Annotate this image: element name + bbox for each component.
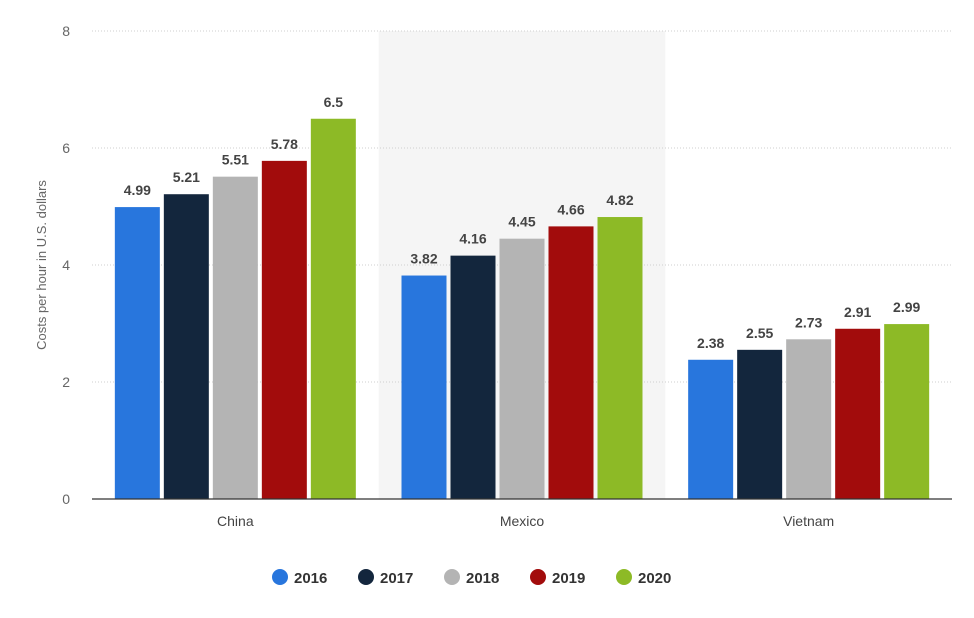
legend-label: 2018 — [466, 570, 499, 587]
legend-marker-icon — [616, 569, 632, 585]
bar-mexico-2016[interactable] — [401, 275, 447, 499]
legend-marker-icon — [444, 569, 460, 585]
legend-marker-icon — [272, 569, 288, 585]
data-label: 4.66 — [557, 201, 584, 217]
legend-item-2019[interactable]: 2019 — [530, 569, 585, 587]
bar-mexico-2017[interactable] — [450, 255, 496, 499]
bar-vietnam-2017[interactable] — [737, 349, 783, 499]
data-label: 2.91 — [844, 304, 871, 320]
bar-mexico-2018[interactable] — [499, 238, 545, 500]
data-label: 4.45 — [508, 214, 535, 230]
data-label: 2.99 — [893, 299, 920, 315]
legend-label: 2016 — [294, 570, 327, 587]
data-label: 4.99 — [124, 182, 151, 198]
bar-vietnam-2016[interactable] — [688, 359, 734, 499]
y-tick-label: 2 — [62, 374, 70, 390]
bar-china-2017[interactable] — [163, 194, 209, 499]
data-label: 4.16 — [459, 231, 486, 247]
bar-china-2019[interactable] — [261, 160, 307, 499]
data-label: 2.55 — [746, 325, 773, 341]
bar-china-2016[interactable] — [114, 207, 160, 499]
bar-vietnam-2018[interactable] — [786, 339, 832, 499]
bar-china-2018[interactable] — [212, 176, 258, 500]
legend-marker-icon — [358, 569, 374, 585]
data-label: 3.82 — [410, 251, 437, 267]
bar-mexico-2019[interactable] — [548, 226, 594, 499]
data-label: 6.5 — [324, 94, 344, 110]
y-tick-label: 0 — [62, 491, 70, 507]
y-tick-label: 8 — [62, 23, 70, 39]
bar-mexico-2020[interactable] — [597, 217, 643, 499]
bar-vietnam-2020[interactable] — [884, 324, 930, 499]
legend: 2016 2017 2018 2019 2020 — [272, 569, 671, 587]
legend-item-2016[interactable]: 2016 — [272, 569, 327, 587]
data-label: 2.38 — [697, 335, 724, 351]
axes: 0 2 4 6 8 Costs per hour in U.S. dollars China… — [34, 23, 952, 529]
legend-label: 2019 — [552, 570, 585, 587]
x-tick-label-vietnam: Vietnam — [783, 513, 834, 529]
data-label: 4.82 — [606, 192, 633, 208]
x-tick-label-mexico: Mexico — [500, 513, 545, 529]
legend-label: 2017 — [380, 570, 413, 587]
data-label: 2.73 — [795, 314, 822, 330]
y-tick-label: 4 — [62, 257, 70, 273]
y-tick-label: 6 — [62, 140, 70, 156]
y-axis-title: Costs per hour in U.S. dollars — [34, 180, 49, 350]
bar-vietnam-2019[interactable] — [835, 328, 881, 499]
legend-item-2020[interactable]: 2020 — [616, 569, 671, 587]
data-label: 5.21 — [173, 169, 200, 185]
data-label: 5.51 — [222, 152, 249, 168]
legend-label: 2020 — [638, 570, 671, 587]
x-tick-label-china: China — [217, 513, 254, 529]
bars — [114, 118, 930, 500]
bar-china-2020[interactable] — [310, 118, 356, 499]
legend-item-2017[interactable]: 2017 — [358, 569, 413, 587]
data-labels: 4.99 5.21 5.51 5.78 6.5 3.82 4.16 4.45 4.66 4.82 2… — [124, 94, 921, 351]
data-label: 5.78 — [271, 136, 298, 152]
legend-item-2018[interactable]: 2018 — [444, 569, 499, 587]
legend-marker-icon — [530, 569, 546, 585]
